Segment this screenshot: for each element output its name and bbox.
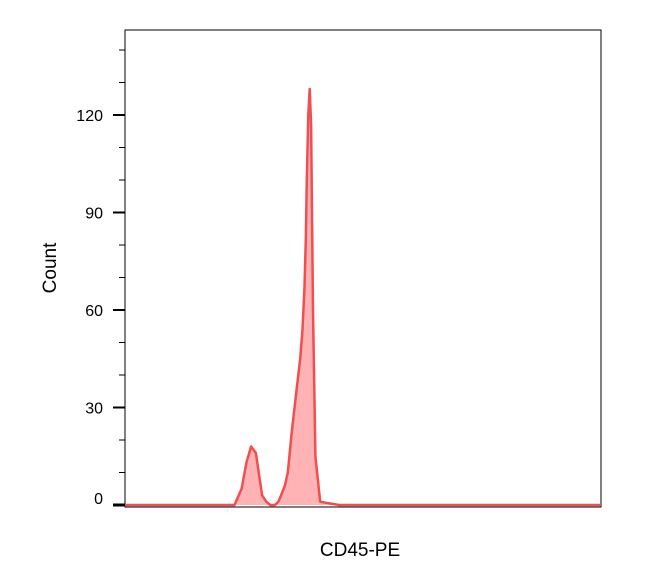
histogram-line bbox=[125, 87, 601, 507]
y-tick-label: 0 bbox=[94, 491, 103, 508]
x-axis-title: CD45-PE bbox=[320, 540, 400, 561]
y-tick-label: 60 bbox=[85, 303, 103, 320]
y-axis-title: Count bbox=[40, 242, 61, 293]
y-tick-label: 30 bbox=[85, 401, 103, 418]
series-layer bbox=[125, 87, 601, 507]
y-tick-label: 120 bbox=[76, 108, 103, 125]
y-tick-label: 90 bbox=[85, 206, 103, 223]
y-axis: 0 30 60 90 120 bbox=[76, 49, 125, 508]
histogram-area bbox=[125, 89, 601, 505]
plot-frame bbox=[124, 29, 602, 508]
